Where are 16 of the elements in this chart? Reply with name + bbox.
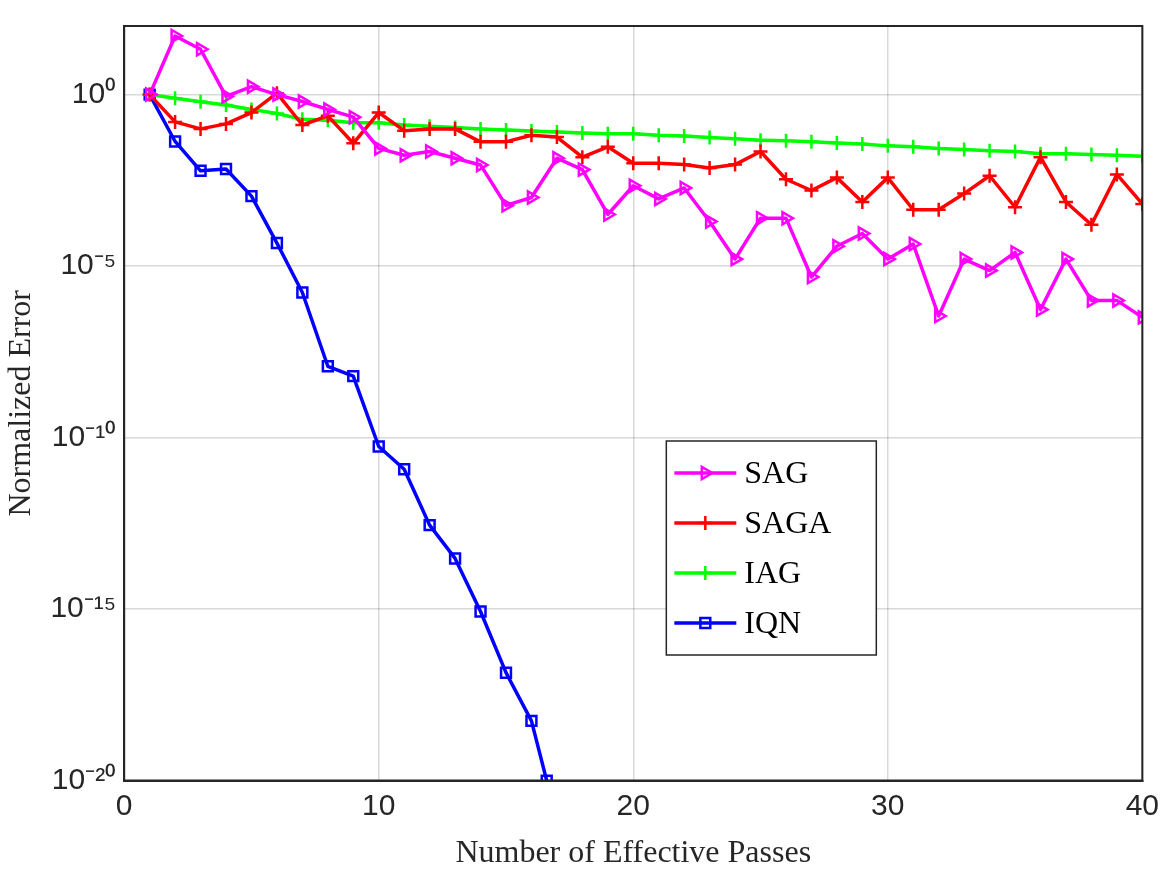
x-axis-title: Number of Effective Passes [455, 833, 812, 870]
y-tick-label: 10⁰ [71, 75, 117, 109]
x-tick-label: 30 [871, 787, 905, 821]
y-tick-label: 10⁻¹⁵ [50, 590, 117, 624]
y-tick-label: 10⁻²⁰ [51, 761, 117, 795]
legend-label: SAG [744, 454, 809, 491]
x-tick-label: 10 [362, 787, 396, 821]
y-axis-title: Normalized Error [0, 289, 37, 517]
legend-label: IQN [744, 604, 802, 641]
x-tick-label: 0 [115, 787, 133, 821]
legend-label: IAG [744, 554, 802, 591]
x-tick-label: 20 [616, 787, 650, 821]
y-tick-label: 10⁻⁵ [60, 247, 117, 281]
legend-label: SAGA [744, 504, 832, 541]
y-tick-label: 10⁻¹⁰ [51, 418, 117, 452]
x-tick-label: 40 [1125, 787, 1159, 821]
